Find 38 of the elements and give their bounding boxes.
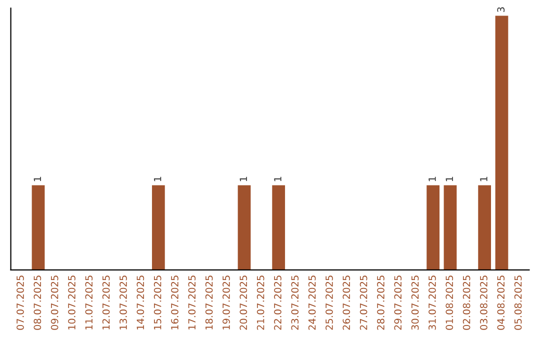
x-tick-label: 09.07.2025 (50, 276, 58, 330)
x-tick-label: 31.07.2025 (428, 276, 436, 330)
x-tick-label: 03.08.2025 (480, 276, 488, 330)
x-tick-label: 19.07.2025 (222, 276, 230, 330)
x-tick-label: 07.07.2025 (16, 276, 24, 330)
x-tick-label: 11.07.2025 (85, 276, 93, 330)
x-tick-label: 28.07.2025 (377, 276, 384, 330)
x-tick-label: 08.07.2025 (34, 276, 42, 330)
data-label: 1 (154, 176, 162, 182)
x-tick-label: 21.07.2025 (256, 276, 264, 330)
x-tick-label: 10.07.2025 (68, 276, 76, 330)
data-label: 1 (34, 176, 41, 182)
x-tick-label: 05.08.2025 (514, 276, 522, 330)
x-tick-label: 23.07.2025 (291, 276, 299, 330)
x-tick-label: 26.07.2025 (342, 276, 350, 330)
x-tick-label: 13.07.2025 (120, 276, 127, 330)
x-tick-label: 14.07.2025 (136, 276, 144, 330)
x-tick-label: 24.07.2025 (308, 276, 316, 330)
x-tick-label: 22.07.2025 (274, 276, 282, 330)
x-tick-label: 17.07.2025 (188, 276, 196, 330)
x-tick-label: 02.08.2025 (462, 276, 470, 330)
data-label: 1 (240, 176, 247, 182)
x-tick-label: 27.07.2025 (360, 276, 368, 330)
x-tick-label: 20.07.2025 (240, 276, 248, 330)
x-tick-label: 01.08.2025 (446, 276, 454, 330)
x-tick-label: 30.07.2025 (411, 276, 419, 330)
x-tick-label: 04.08.2025 (497, 276, 505, 330)
x-tick-label: 12.07.2025 (102, 276, 110, 330)
data-label: 3 (497, 7, 505, 12)
data-label: 1 (274, 176, 282, 182)
x-tick-label: 18.07.2025 (205, 276, 213, 330)
x-tick-label: 29.07.2025 (394, 276, 402, 330)
x-tick-label: 25.07.2025 (326, 276, 333, 330)
x-tick-label: 15.07.2025 (154, 276, 162, 330)
data-label: 1 (428, 176, 436, 182)
data-label: 1 (480, 176, 488, 182)
data-label: 1 (446, 176, 453, 182)
x-tick-label: 16.07.2025 (171, 276, 178, 330)
